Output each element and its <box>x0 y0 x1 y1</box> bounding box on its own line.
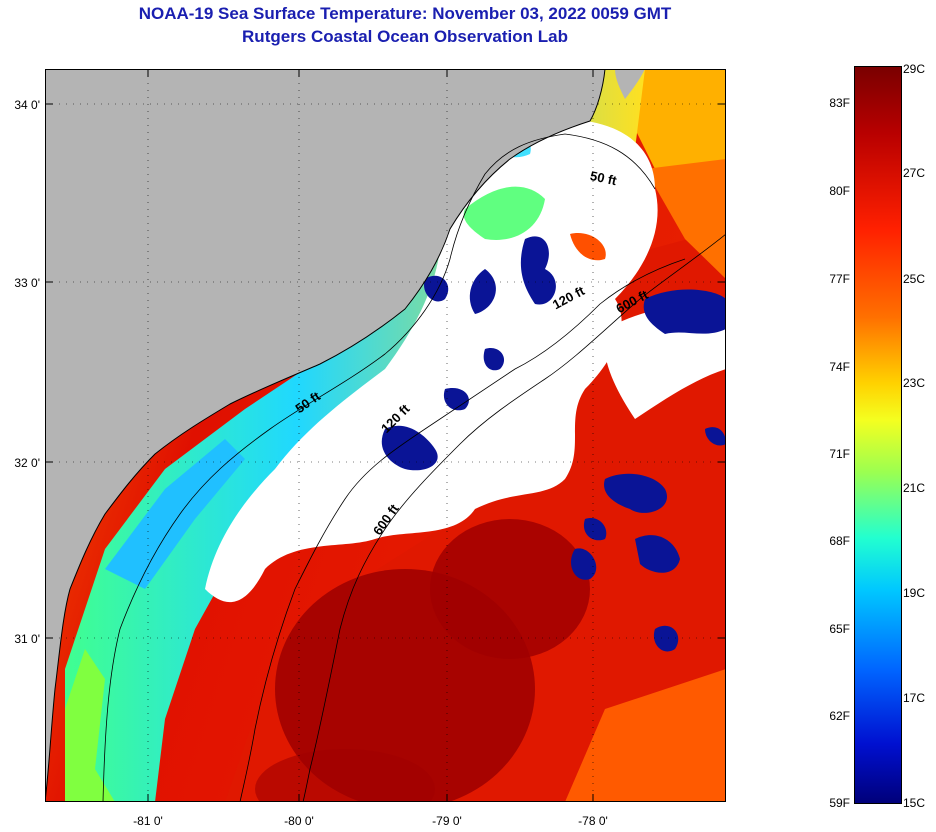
lon-label-78: -78 0' <box>578 814 608 828</box>
colorbar-f-83: 83F <box>829 96 850 110</box>
map-subtitle: Rutgers Coastal Ocean Observation Lab <box>242 27 568 46</box>
orange-south-east <box>565 669 726 802</box>
colorbar-c-23: 23C <box>903 376 926 390</box>
cold-patch-4 <box>381 425 438 471</box>
isobath-120ft <box>239 258 686 802</box>
cold-patch-14 <box>705 427 726 446</box>
coastline <box>45 69 606 802</box>
colorbar-c-29: 29C <box>903 62 926 76</box>
frame-ticks <box>45 69 726 802</box>
temperature-colorbar <box>854 66 902 804</box>
colorbar-f-68: 68F <box>829 534 850 548</box>
sst-map[interactable]: 50 ft 120 ft 600 ft 50 ft 120 ft 600 ft <box>45 69 726 802</box>
isobath-600ft <box>302 233 726 802</box>
colorbar-c-19: 19C <box>903 586 926 600</box>
lat-label-33: 33 0' <box>14 276 40 290</box>
colorbar-f-80: 80F <box>829 184 850 198</box>
colorbar-c-17: 17C <box>903 691 926 705</box>
warm-core-3 <box>255 749 435 802</box>
colorbar-c-15: 15C <box>903 796 926 810</box>
cold-patch-7 <box>583 518 607 541</box>
cold-patch-11 <box>443 388 469 411</box>
cold-patch-5 <box>604 473 667 513</box>
land-mainland <box>45 69 605 802</box>
warm-orange-ne <box>645 159 726 279</box>
cool-patch-3 <box>570 233 606 261</box>
colorbar-f-65: 65F <box>829 622 850 636</box>
coastal-cyan <box>105 439 245 589</box>
lat-label-32: 32 0' <box>14 456 40 470</box>
cold-patch-1 <box>520 236 556 305</box>
colorbar-f-59: 59F <box>829 796 850 810</box>
cold-patch-6 <box>635 535 680 573</box>
cold-patch-3 <box>469 269 496 314</box>
lon-label-81: -81 0' <box>133 814 163 828</box>
colorbar-f-71: 71F <box>829 447 850 461</box>
cloud-mask-east <box>604 305 726 419</box>
map-title: NOAA-19 Sea Surface Temperature: Novembe… <box>138 4 672 23</box>
colorbar-f-74: 74F <box>829 360 850 374</box>
lon-label-79: -79 0' <box>432 814 462 828</box>
lat-label-31: 31 0' <box>14 632 40 646</box>
isobath-label-50ft-north: 50 ft <box>589 168 619 188</box>
cloud-mask-main <box>205 119 658 603</box>
cold-patch-8 <box>570 548 597 580</box>
cold-patch-2 <box>643 289 726 334</box>
cool-patch-1 <box>463 186 545 240</box>
nearshore-green-south <box>65 649 115 802</box>
map-frame <box>45 69 726 802</box>
colorbar-c-21: 21C <box>903 481 926 495</box>
cold-patch-13 <box>653 625 679 652</box>
graticule <box>45 69 726 802</box>
colorbar-c-27: 27C <box>903 166 926 180</box>
land-northeast <box>615 69 645 99</box>
lon-label-80: -80 0' <box>284 814 314 828</box>
colorbar-f-77: 77F <box>829 272 850 286</box>
colorbar-f-62: 62F <box>829 709 850 723</box>
isobath-50ft <box>102 133 656 802</box>
colorbar-c-25: 25C <box>903 272 926 286</box>
cold-patch-12 <box>483 348 505 371</box>
lat-label-34: 34 0' <box>14 98 40 112</box>
warm-core-2 <box>430 519 590 659</box>
